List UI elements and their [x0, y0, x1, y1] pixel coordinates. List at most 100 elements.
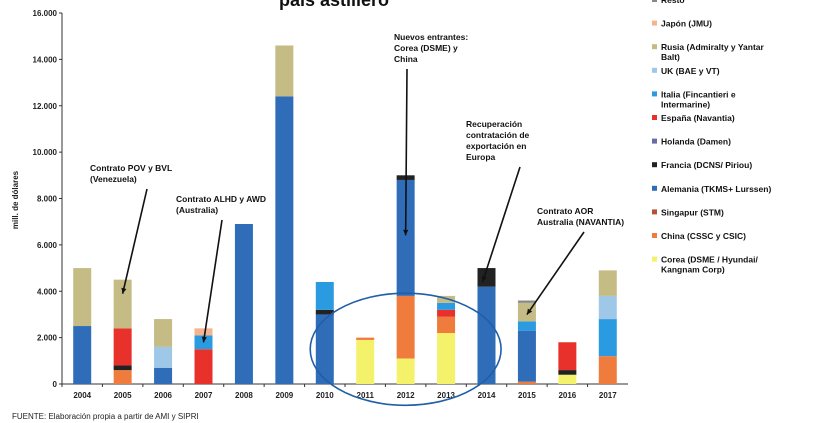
- bar-segment: [113, 370, 132, 384]
- bar-segment: [437, 295, 456, 303]
- bar-segment: [356, 337, 375, 340]
- bar-segment: [437, 309, 456, 317]
- legend-label: Kangnam Corp): [661, 265, 725, 275]
- bar-segment: [477, 286, 496, 384]
- bar-segment: [598, 270, 617, 296]
- bar-segment: [194, 328, 213, 336]
- x-tick-label: 2009: [275, 391, 293, 400]
- annotation-arrow: [121, 188, 148, 294]
- bar-segment: [315, 314, 334, 384]
- bar-segment: [234, 224, 253, 384]
- x-tick-label: 2011: [357, 391, 375, 400]
- bar-segment: [73, 326, 92, 384]
- annotation-arrowhead: [403, 229, 409, 236]
- bar-segment: [194, 349, 213, 384]
- bars-group: [73, 45, 617, 384]
- legend-label: Corea (DSME / Hyundai/: [661, 255, 758, 265]
- legend-swatch: [652, 209, 657, 215]
- y-tick-label: 14.000: [33, 55, 58, 64]
- bar-segment: [558, 374, 577, 384]
- bar-segment: [396, 295, 415, 359]
- annotation-text: Recuperación: [466, 119, 522, 129]
- bar-segment: [517, 300, 536, 303]
- legend-label: Balt): [661, 52, 680, 62]
- legend-label: China (CSSC y CSIC): [661, 231, 746, 241]
- x-tick-label: 2006: [154, 391, 172, 400]
- annotation-arrow: [526, 231, 585, 315]
- legend-label: Alemania (TKMS+ Lurssen): [661, 184, 771, 194]
- bar-segment: [73, 268, 92, 327]
- annotation-text: Contrato POV y BVL: [90, 163, 172, 173]
- annotation-text: Contrato AOR: [537, 206, 593, 216]
- legend-swatch: [652, 233, 657, 238]
- y-tick-label: 16.000: [33, 9, 58, 18]
- bar-segment: [113, 365, 132, 371]
- legend-swatch: [652, 0, 657, 2]
- annotations-group: Contrato POV y BVL(Venezuela) Contrato AL…: [90, 32, 624, 343]
- annotation-text: contratación de: [466, 130, 530, 140]
- y-axis-label: mill. de dólares: [11, 170, 20, 229]
- x-tick-label: 2012: [397, 391, 415, 400]
- bar-segment: [437, 316, 456, 333]
- source-note: FUENTE: Elaboración propia a partir de A…: [12, 412, 199, 421]
- annotation-arrowhead: [121, 287, 127, 294]
- annotation-arrow: [481, 166, 521, 283]
- x-tick-label: 2013: [437, 391, 455, 400]
- x-tick-label: 2014: [478, 391, 496, 400]
- legend-label: Italia (Fincantieri e: [661, 89, 736, 99]
- chart-title: país astillero: [279, 0, 389, 10]
- annotation-arrow: [404, 68, 408, 236]
- annotation-text: Nuevos entrantes:: [394, 32, 468, 42]
- bar-segment: [396, 179, 415, 296]
- legend-swatch: [652, 115, 657, 120]
- legend-label: Rusia (Admiralty y Yantar: [661, 42, 765, 52]
- x-tick-label: 2010: [316, 391, 334, 400]
- bar-segment: [154, 346, 173, 368]
- y-tick-label: 8.000: [37, 195, 58, 204]
- annotation-arrowhead: [481, 276, 487, 283]
- bar-segment: [517, 381, 536, 384]
- y-tick-label: 6.000: [37, 241, 58, 250]
- legend-swatch: [652, 44, 657, 50]
- annotation-text: (Venezuela): [90, 174, 137, 184]
- annotation-text: Australia (NAVANTIA): [537, 217, 624, 227]
- legend: Resto Japón (JMU) Rusia (Admiralty y Yanta…: [652, 0, 771, 275]
- x-tick-label: 2008: [235, 391, 253, 400]
- annotation-text: China: [394, 54, 418, 64]
- bar-segment: [517, 321, 536, 331]
- legend-label: Japón (JMU): [661, 19, 712, 29]
- legend-label: España (Navantia): [661, 113, 735, 123]
- legend-label: Francia (DCNS/ Piriou): [661, 160, 752, 170]
- bar-segment: [598, 319, 617, 357]
- legend-label: Singapur (STM): [661, 207, 724, 217]
- annotation-text: Contrato ALHD y AWD: [176, 194, 266, 204]
- annotation-text: Europa: [466, 152, 496, 162]
- bar-segment: [275, 45, 294, 97]
- bar-segment: [517, 330, 536, 382]
- y-tick-label: 0: [53, 380, 58, 389]
- legend-swatch: [652, 185, 657, 191]
- x-tick-label: 2017: [599, 391, 617, 400]
- legend-swatch: [652, 20, 657, 26]
- bar-segment: [598, 356, 617, 384]
- x-tick-label: 2007: [195, 391, 213, 400]
- y-tick-label: 2.000: [37, 334, 58, 343]
- y-tick-label: 10.000: [33, 148, 58, 157]
- x-tick-label: 2005: [114, 391, 132, 400]
- annotation-arrow: [202, 219, 223, 343]
- y-axis: 0 2.000 4.000 6.000 8.000 10.000 12.000 14.000 1…: [33, 9, 63, 389]
- legend-label: Resto: [661, 0, 685, 5]
- x-tick-label: 2016: [558, 391, 576, 400]
- bar-segment: [437, 332, 456, 384]
- annotation-text: (Australia): [176, 205, 218, 215]
- annotation-text: Corea (DSME) y: [394, 43, 458, 53]
- y-tick-label: 4.000: [37, 287, 58, 296]
- legend-swatch: [652, 138, 657, 144]
- legend-label: UK (BAE y VT): [661, 66, 720, 76]
- legend-swatch: [652, 67, 657, 73]
- bar-segment: [113, 279, 132, 329]
- bar-segment: [154, 319, 173, 347]
- annotation-arrowhead: [201, 336, 207, 343]
- legend-swatch: [652, 91, 657, 97]
